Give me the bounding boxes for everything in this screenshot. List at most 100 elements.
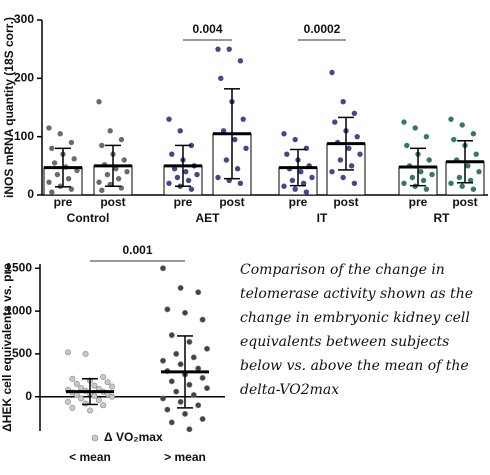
data-point [160,265,167,272]
data-point [49,145,55,152]
data-point [82,350,89,357]
data-point [195,402,202,409]
data-point [470,131,477,137]
data-point [357,151,363,157]
data-point [298,168,304,175]
x-tick-label: pre [174,195,193,209]
data-point [65,175,72,182]
x-tick-label: pre [54,195,73,209]
group-label: IT [317,211,328,225]
data-point [51,160,58,166]
data-point [329,168,335,175]
data-point [348,163,355,169]
data-point [115,175,122,182]
data-point [451,136,457,143]
data-point [121,157,127,163]
caption: Comparison of the change in telomerase a… [240,262,473,398]
data-point [109,393,116,400]
data-point [218,75,224,82]
data-point [340,98,346,105]
y-tick-label: 0 [27,187,34,201]
y-axis-label: ΔHEK cell equivalents vs. pre [0,263,14,432]
legend-marker [91,434,99,442]
x-tick-label: post [333,195,358,209]
data-point [82,400,89,407]
y-tick-label: 500 [12,346,32,360]
data-point [470,186,477,192]
data-point [91,392,98,399]
data-point [284,151,290,157]
data-point [199,374,206,381]
data-point [204,385,211,392]
data-point [412,125,418,131]
data-point [46,125,52,131]
data-point [423,186,430,192]
data-point [65,349,72,356]
data-point [204,345,211,352]
data-point [68,186,75,192]
data-point [234,166,241,172]
data-point [168,419,175,426]
significance-label: 0.0002 [304,22,341,36]
data-point [166,116,172,122]
data-point [289,177,296,184]
data-point [54,171,61,178]
legend-label: Δ VO₂max [104,430,163,444]
data-point [467,177,474,184]
y-tick-label: 1000 [5,303,32,317]
data-point [68,139,75,146]
data-point [240,116,246,122]
data-point [473,151,479,157]
data-point [243,145,249,152]
data-point [74,167,80,174]
data-point [354,133,360,140]
data-point [124,168,130,175]
y-tick-label: 300 [14,12,34,26]
data-point [194,171,200,178]
data-point [166,180,172,187]
x-tick-label: post [219,195,244,209]
data-point [220,128,227,134]
data-point [332,119,338,125]
data-point [73,380,80,387]
data-point [95,397,102,404]
data-point [186,381,193,388]
data-point [456,174,463,181]
data-point [177,398,184,405]
data-point [303,189,310,195]
data-point [173,350,180,357]
data-point [199,416,206,423]
data-point [57,131,63,137]
data-point [237,180,244,187]
data-point [351,180,358,187]
data-point [340,174,346,181]
data-point [177,128,183,134]
data-point [404,142,410,149]
data-point [182,309,189,316]
data-point [118,136,125,143]
group-label: Control [67,211,110,225]
data-point [409,174,416,181]
significance-label: 0.001 [122,243,152,257]
data-point [87,407,94,414]
significance-label: 0.004 [192,22,222,36]
data-point [329,69,335,76]
data-point [237,58,244,64]
data-point [174,174,181,181]
data-point [99,142,105,149]
data-point [168,378,175,385]
y-tick-label: 200 [14,71,34,85]
data-point [429,171,435,178]
data-point [188,186,195,192]
data-point [160,357,167,364]
data-point [476,168,482,175]
x-tick-label: > mean [164,450,206,464]
data-point [195,365,202,372]
data-point [96,179,102,185]
data-point [465,163,471,169]
data-point [164,406,171,413]
data-point [71,156,77,162]
data-point [69,404,76,411]
